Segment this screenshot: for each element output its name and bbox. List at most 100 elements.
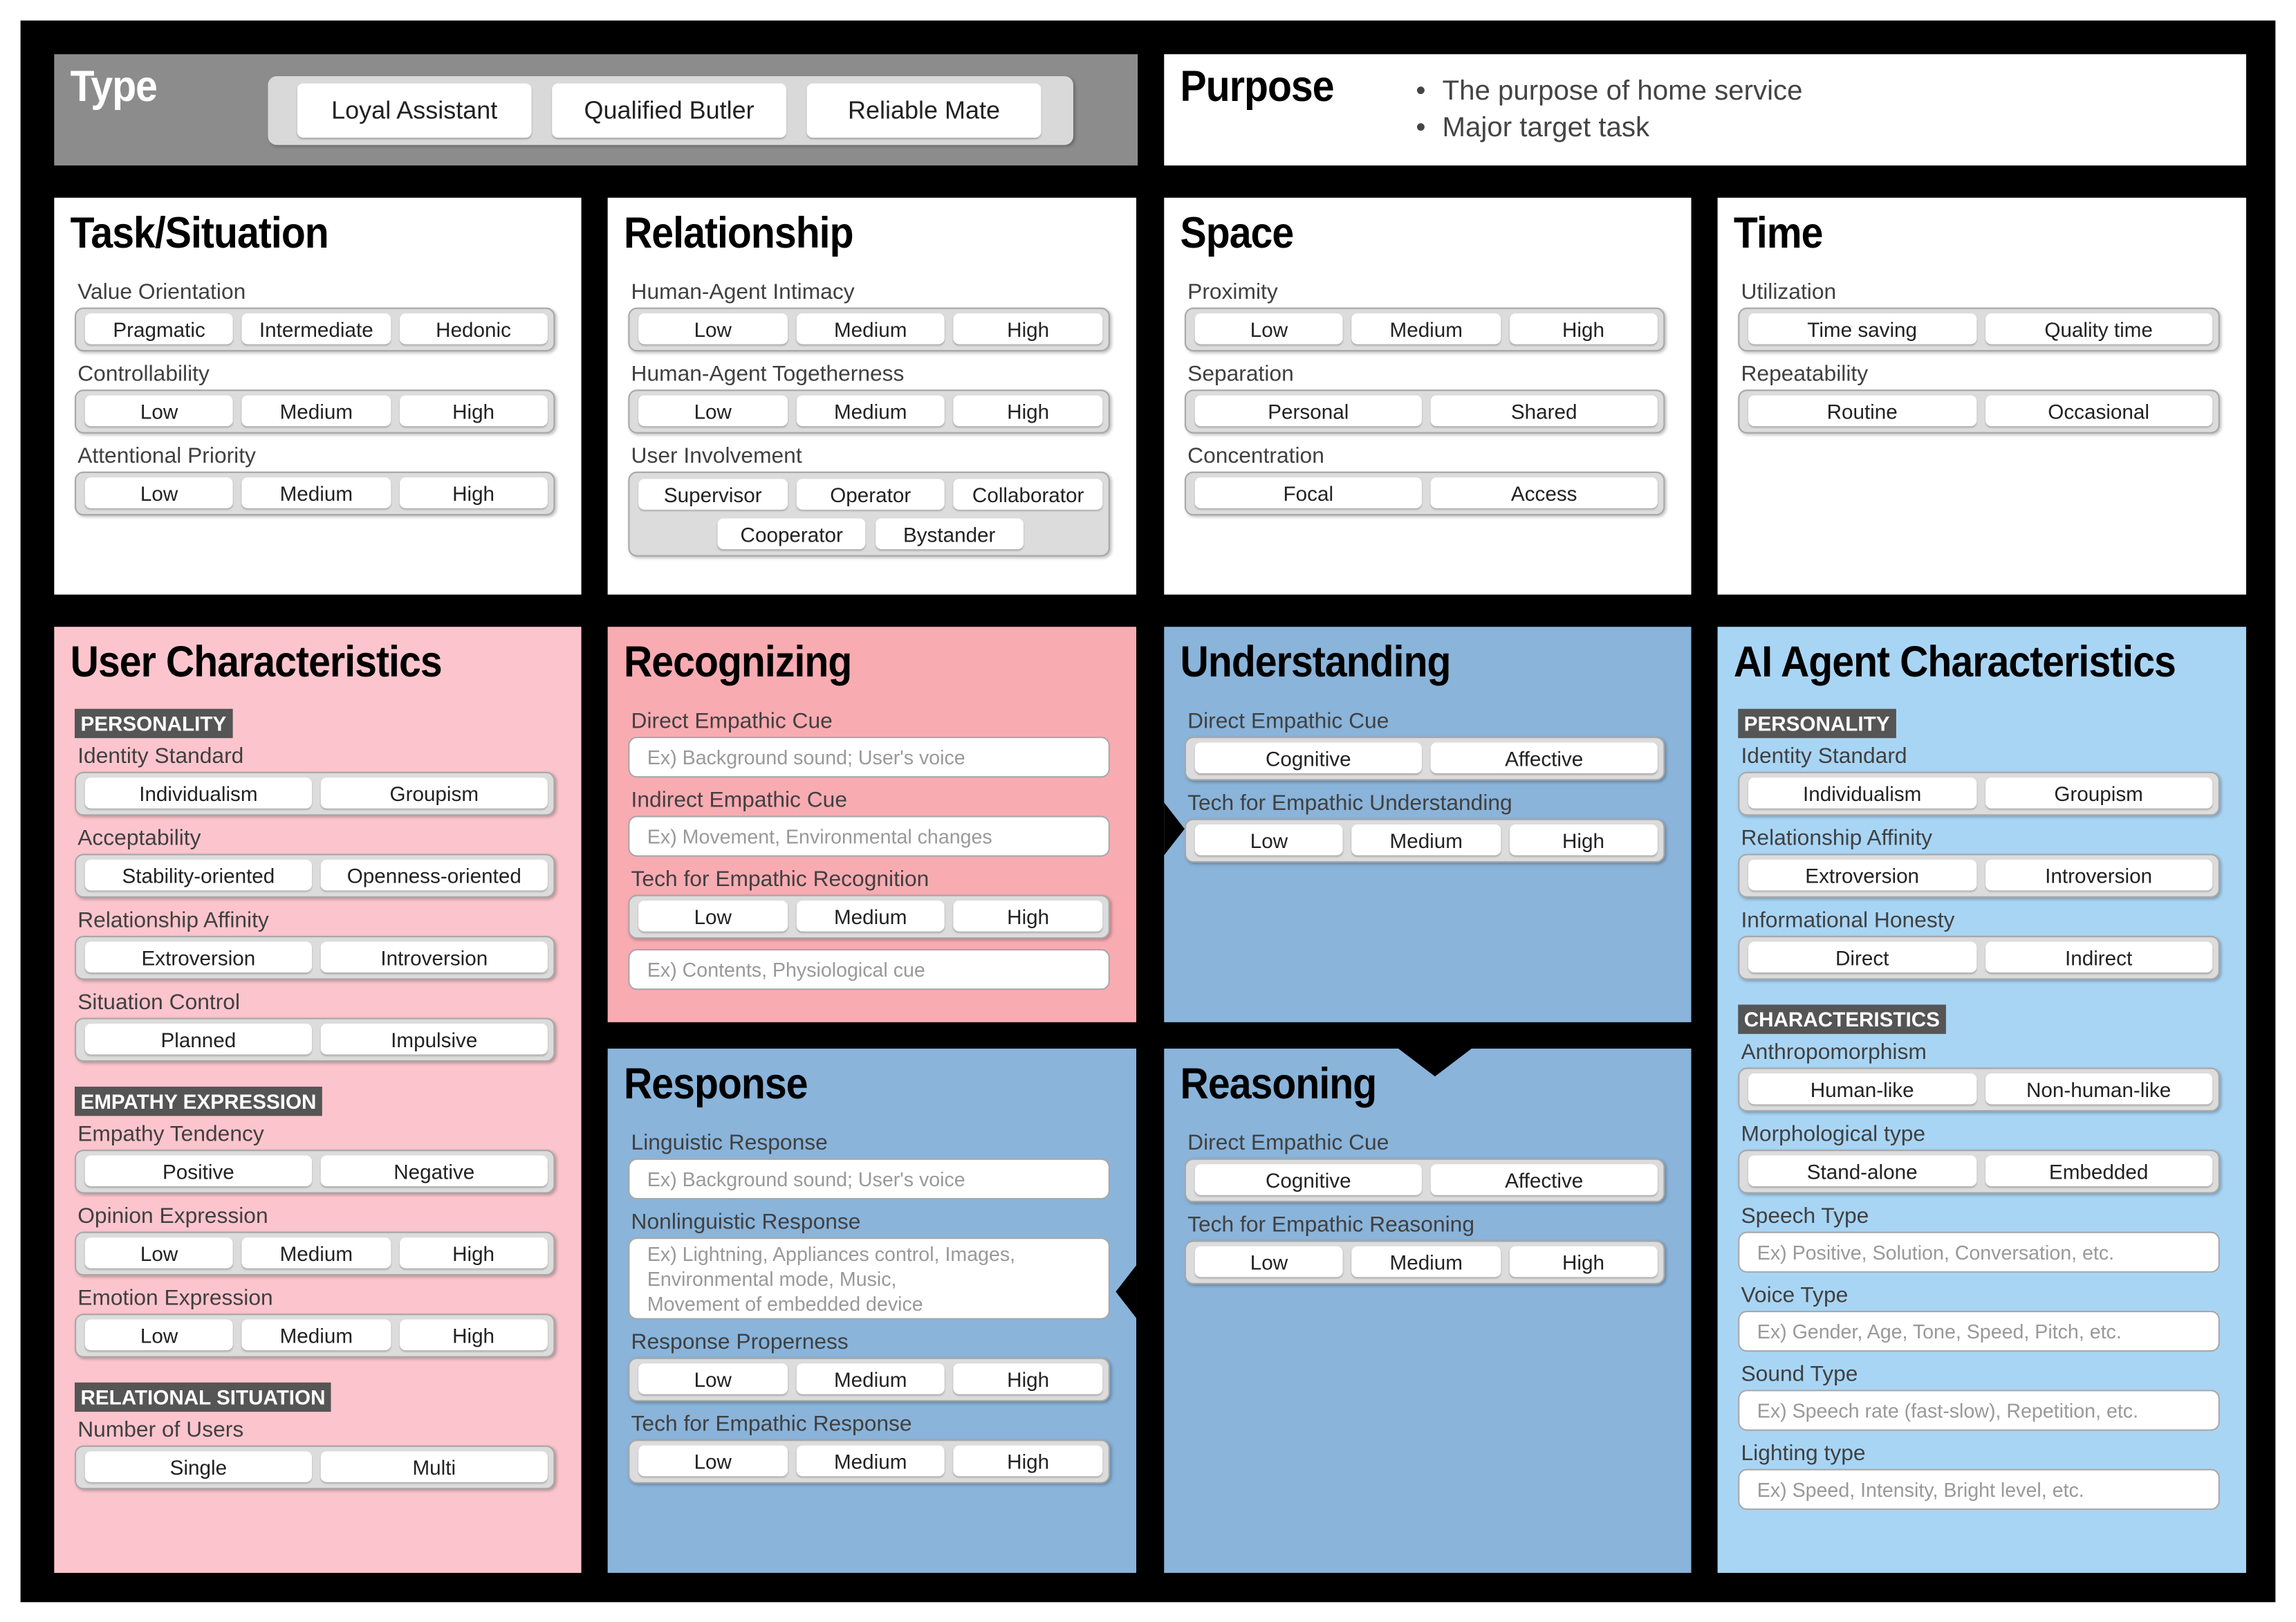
option-group: Low Medium High (1184, 818, 1665, 863)
item-label: Number of Users (77, 1417, 244, 1443)
option-group: Cognitive Affective (1184, 737, 1665, 781)
option: Affective (1430, 1164, 1658, 1195)
option: Impulsive (320, 1023, 548, 1055)
item-label: Anthropomorphism (1741, 1040, 1927, 1065)
option: High (399, 1319, 548, 1351)
option: Cooperator (717, 518, 867, 549)
option: Focal (1194, 477, 1422, 508)
option: Stand-alone (1748, 1155, 1976, 1187)
item-label: Voice Type (1741, 1282, 1849, 1308)
item-label: Tech for Empathic Reasoning (1187, 1213, 1474, 1238)
option: Pragmatic (84, 313, 234, 344)
option: Stability-oriented (84, 859, 312, 891)
type-title: Type (70, 63, 158, 111)
option: Groupism (1985, 777, 2213, 809)
panel-title: Understanding (1180, 638, 1452, 688)
option: High (954, 395, 1103, 427)
panel: Time Utilization Time saving Quality time Re… (1717, 197, 2246, 595)
item-label: Utilization (1741, 279, 1837, 305)
option: Cognitive (1194, 1164, 1422, 1195)
option-group: Supervisor Operator Collaborator Cooperator… (628, 471, 1110, 557)
option-group: Focal Access (1184, 471, 1665, 516)
panel: Relationship Human-Agent Intimacy Low Mediu… (607, 197, 1137, 595)
type-option: Reliable Mate (806, 83, 1041, 138)
example-line: Environmental mode, Music, (647, 1267, 897, 1290)
panel-title: User Characteristics (70, 638, 443, 688)
option: Shared (1430, 395, 1658, 427)
item-label: Response Properness (631, 1329, 849, 1355)
option: Medium (796, 313, 945, 344)
option: High (399, 1237, 548, 1269)
option-group: Stability-oriented Openness-oriented (74, 854, 555, 898)
item-label: Relationship Affinity (77, 907, 269, 933)
example-box: Ex) Background sound; User's voice (628, 1158, 1110, 1200)
item-label: Sound Type (1741, 1362, 1858, 1388)
option: Medium (242, 477, 391, 508)
option-group: Low Medium High (74, 1314, 555, 1358)
option-group: Direct Indirect (1738, 935, 2220, 980)
example-box: Ex) Movement, Environmental changes (628, 815, 1110, 857)
option-group: Low Medium High (628, 307, 1110, 352)
example-box: Ex) Background sound; User's voice (628, 737, 1110, 778)
option: Medium (242, 395, 391, 427)
item-label: Situation Control (77, 990, 241, 1015)
option: Medium (796, 1445, 945, 1477)
panel-title: Relationship (623, 209, 854, 258)
item-label: Tech for Empathic Recognition (631, 867, 929, 892)
option-group: Low Medium High (628, 894, 1110, 939)
bullet-dot: • (1416, 113, 1426, 144)
option: Medium (1351, 1246, 1501, 1278)
option: Low (638, 901, 788, 932)
panel: AI Agent Characteristics PERSONALITY Ident… (1717, 627, 2246, 1573)
panel: Space Proximity Low Medium High Separation Per… (1164, 197, 1692, 595)
option: Medium (796, 901, 945, 932)
option: Personal (1194, 395, 1422, 427)
option-group: Routine Occasional (1738, 389, 2220, 434)
option: Low (84, 395, 234, 427)
example-box: Ex) Speed, Intensity, Bright level, etc. (1738, 1468, 2220, 1510)
option: Medium (242, 1237, 391, 1269)
item-label: Direct Empathic Cue (1187, 708, 1389, 734)
option: Individualism (84, 777, 312, 809)
section-tag: PERSONALITY (1738, 708, 1896, 739)
section-tag: EMPATHY EXPRESSION (74, 1087, 322, 1116)
item-label: Opinion Expression (77, 1204, 268, 1229)
option: Introversion (1985, 859, 2213, 891)
section-tag: CHARACTERISTICS (1738, 1004, 1946, 1034)
type-option: Loyal Assistant (297, 83, 532, 138)
option: High (399, 395, 548, 427)
item-label: Lighting type (1741, 1441, 1866, 1466)
purpose-box: Purpose • The purpose of home service • Majo… (1164, 54, 2246, 166)
item-label: User Involvement (631, 443, 802, 469)
option: Low (638, 395, 788, 427)
example-box: Ex) Lightning, Appliances control, Image… (628, 1237, 1110, 1320)
item-label: Tech for Empathic Response (631, 1412, 912, 1437)
option: Individualism (1748, 777, 1976, 809)
option: Planned (84, 1023, 312, 1055)
option: Collaborator (954, 479, 1103, 510)
option: High (1509, 1246, 1658, 1278)
option-group: Low Medium High (74, 389, 555, 434)
item-label: Human-Agent Togetherness (631, 361, 905, 387)
option-group: Cognitive Affective (1184, 1158, 1665, 1203)
option: Affective (1430, 742, 1658, 773)
option-group: Extroversion Introversion (74, 935, 555, 980)
option-group: Individualism Groupism (1738, 771, 2220, 816)
item-label: Direct Empathic Cue (1187, 1130, 1389, 1156)
option: Non-human-like (1985, 1073, 2213, 1105)
purpose-title: Purpose (1180, 63, 1335, 111)
item-label: Controllability (77, 361, 210, 387)
panel: Reasoning Direct Empathic Cue Cognitive Aff… (1164, 1048, 1692, 1573)
panel: Task/Situation Value Orientation Pragmatic… (54, 197, 582, 595)
option-group: Low Medium High (628, 389, 1110, 434)
option: Low (84, 477, 234, 508)
option: Indirect (1985, 941, 2213, 973)
panel-title: Space (1180, 209, 1295, 258)
item-label: Emotion Expression (77, 1285, 273, 1311)
item-label: Value Orientation (77, 279, 246, 305)
item-label: Empathy Tendency (77, 1121, 264, 1147)
example-box: Ex) Positive, Solution, Conversation, et… (1738, 1231, 2220, 1273)
item-label: Tech for Empathic Understanding (1187, 791, 1512, 816)
option-group: Low Medium High (628, 1439, 1110, 1484)
